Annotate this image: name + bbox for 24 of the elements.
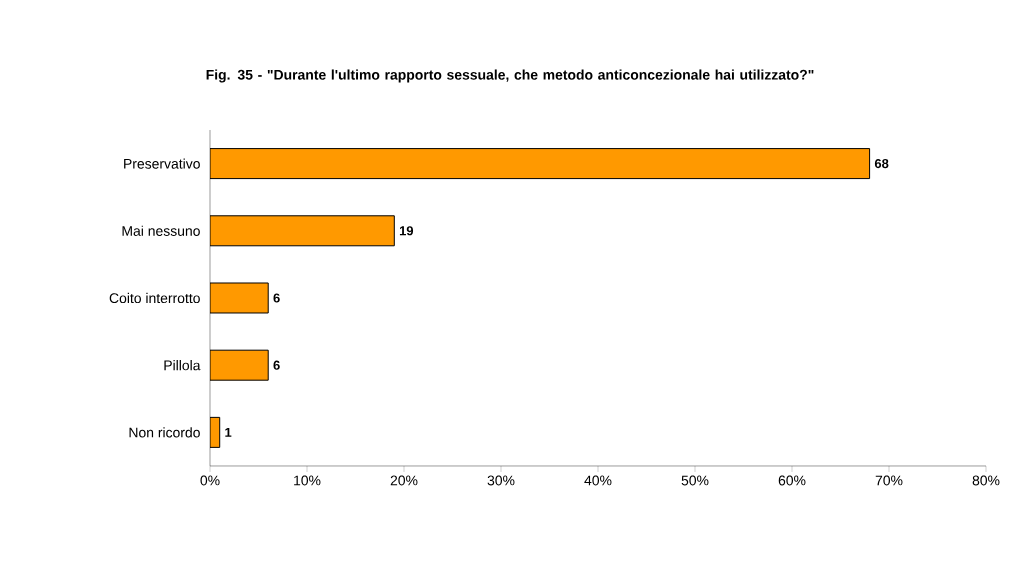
y-tick-label: Pillola [164, 360, 201, 371]
y-tick-label: Mai nessuno [122, 225, 200, 236]
bar [210, 148, 871, 180]
x-tick-label: 80% [972, 475, 1000, 486]
data-label: 6 [273, 360, 280, 370]
y-tick-label: Preservativo [124, 158, 200, 169]
y-tick-label: Coito interrotto [109, 292, 200, 304]
data-label: 6 [273, 293, 280, 303]
data-label: 1 [225, 427, 232, 437]
x-tick-label: 10% [294, 475, 321, 486]
x-tick-label: 50% [681, 475, 709, 486]
x-tick-label: 60% [778, 475, 806, 486]
x-tick-label: 20% [390, 475, 418, 486]
bar [210, 215, 395, 247]
x-tick-label: 30% [487, 475, 515, 486]
y-tick-label: Non ricordo [129, 427, 200, 438]
x-tick-label: 40% [584, 475, 612, 486]
data-label: 68 [874, 159, 889, 169]
x-tick-label: 70% [875, 475, 903, 486]
bar [210, 349, 269, 381]
chart-title: Fig. 35 - "Durante l'ultimo rapporto sessuale, che metodo anticoncezionale hai utilizzato?" [206, 69, 814, 83]
data-label: 19 [399, 226, 414, 236]
x-tick-label: 0% [200, 475, 220, 486]
bar [210, 282, 269, 314]
